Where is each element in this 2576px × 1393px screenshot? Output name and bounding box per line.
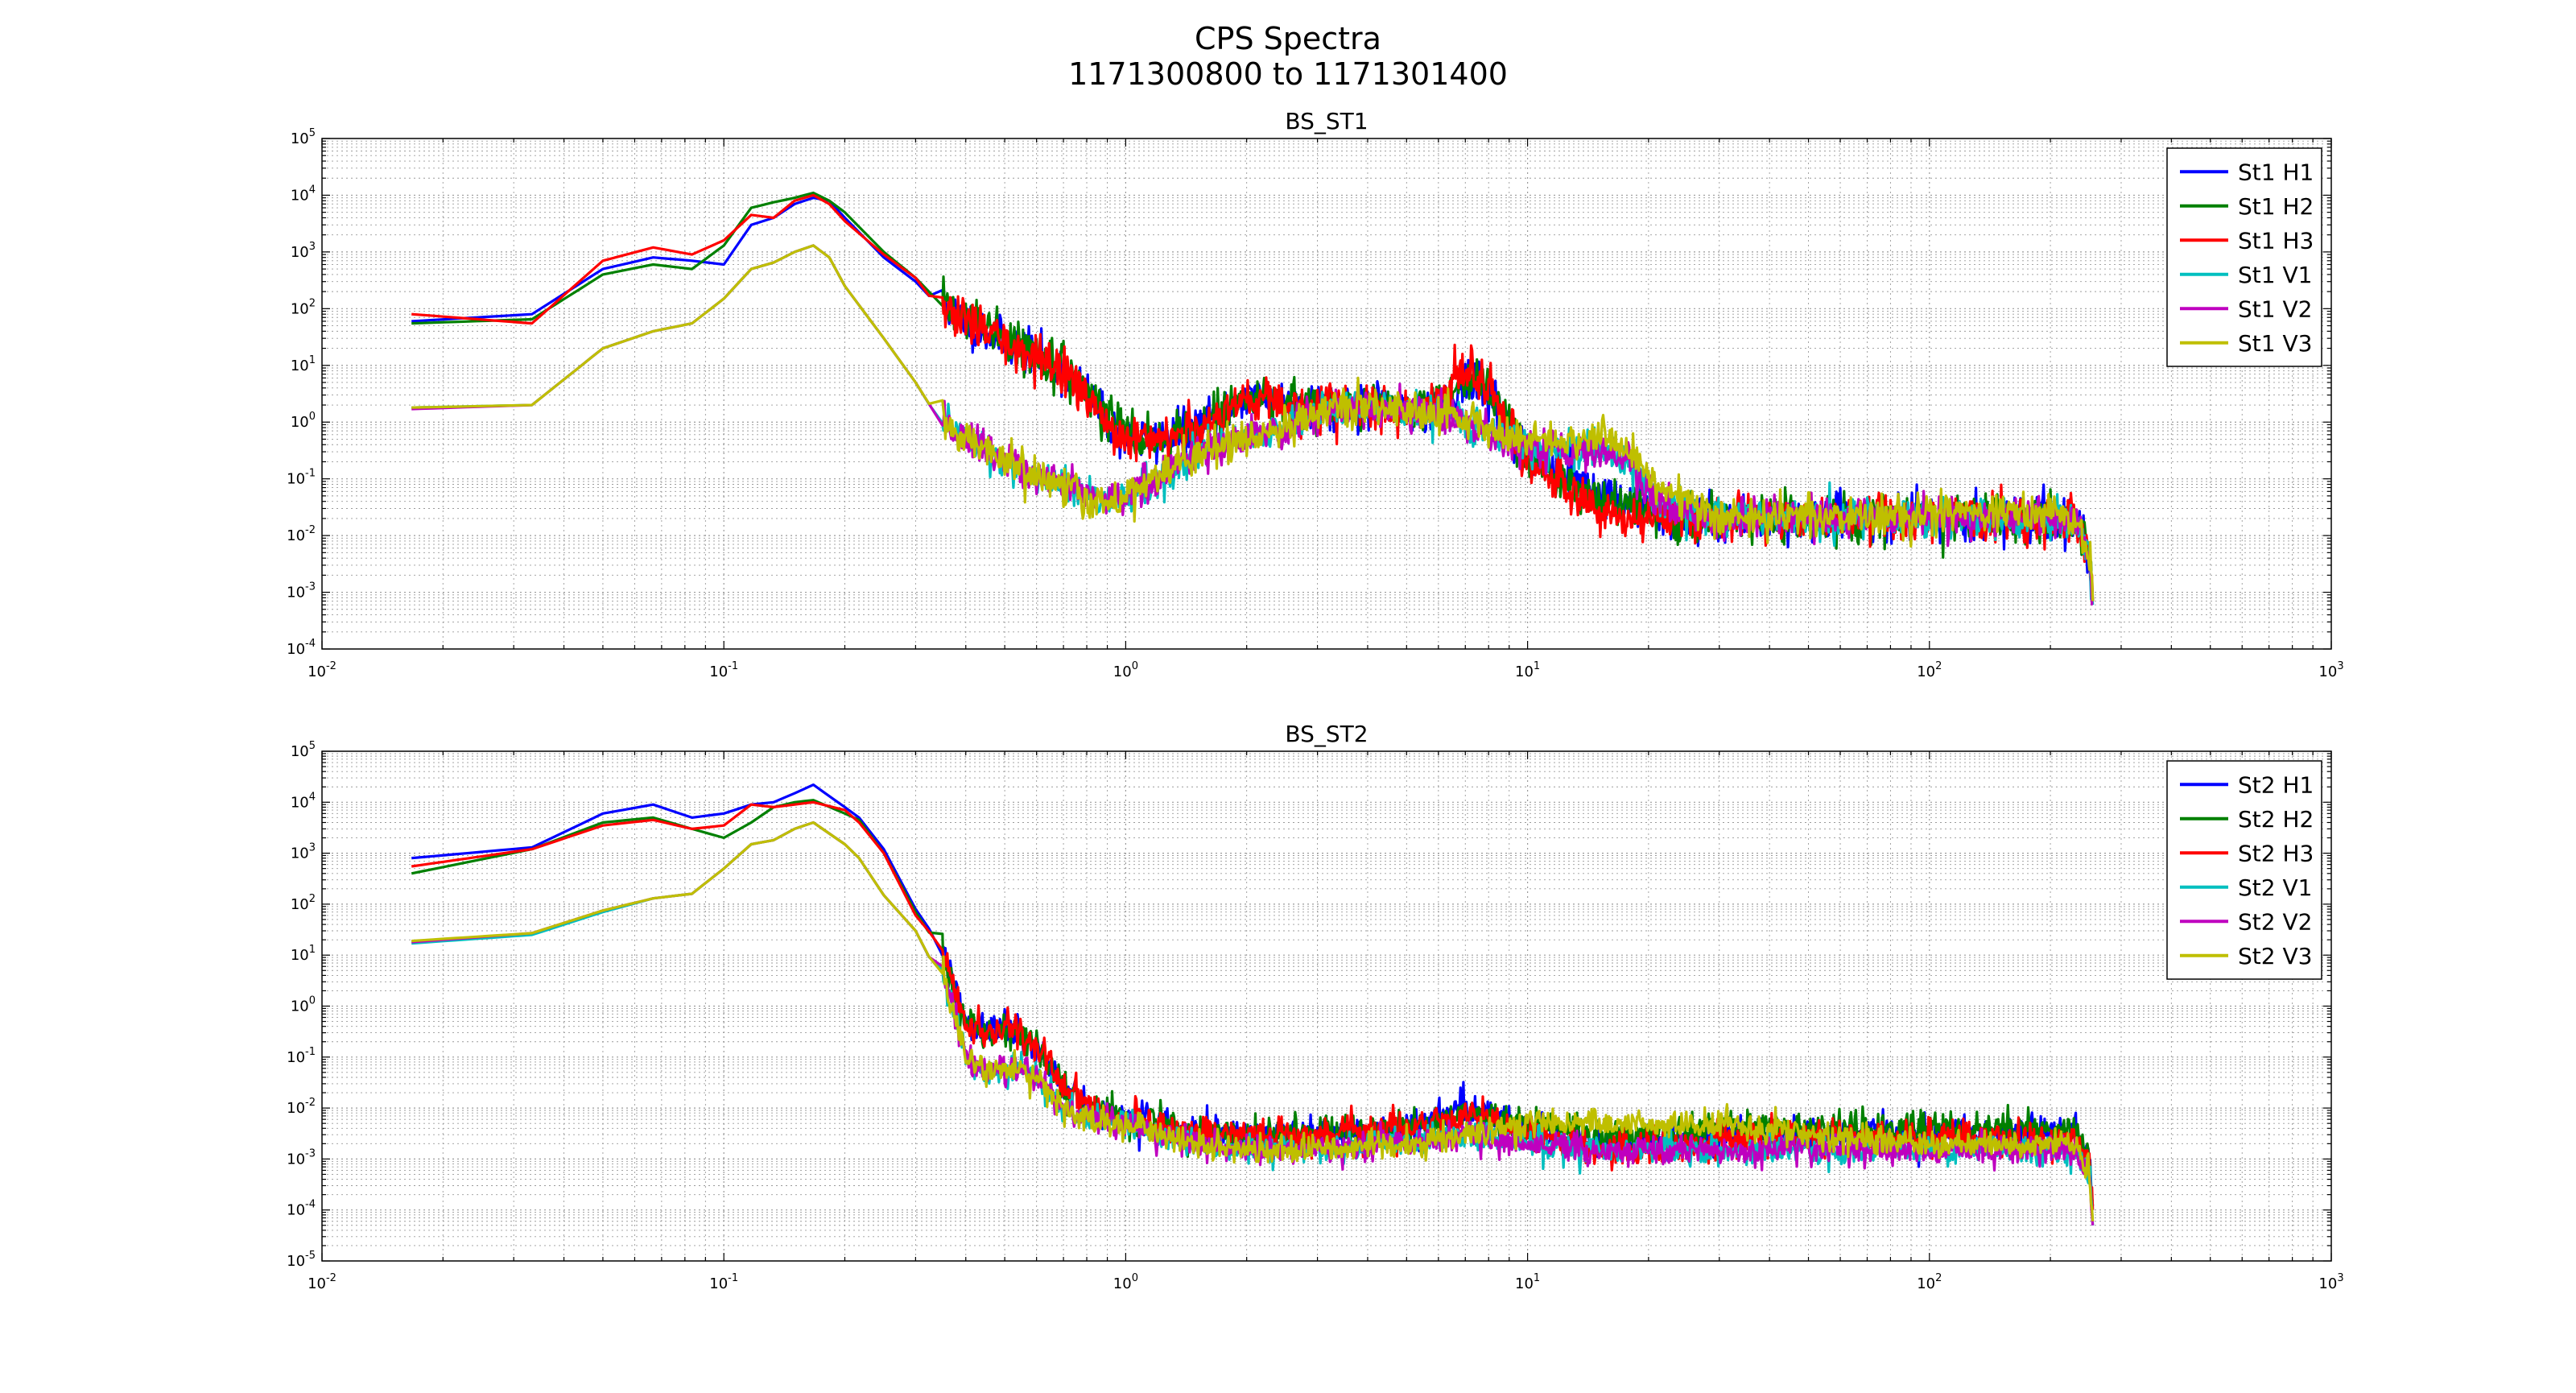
x-tick-label: 102: [1917, 1272, 1942, 1292]
series-lines: [411, 783, 2095, 1226]
tick-labels: 10-2 10-1 100 101 102 103 10-4 10-3 10-2 10-1 100 1…: [287, 127, 2343, 680]
figure-title: CPS Spectra 1171300800 to 1171301400: [0, 21, 2576, 92]
legend-label: St1 H3: [2238, 227, 2314, 254]
legend-label: St2 V1: [2238, 874, 2312, 901]
y-tick-label: 102: [291, 893, 316, 913]
y-tick-label: 100: [291, 411, 316, 431]
y-tick-label: 105: [291, 127, 316, 147]
y-tick-label: 105: [291, 740, 316, 760]
legend-label: St1 H1: [2238, 159, 2314, 185]
subplot-bs-st1: 10-2 10-1 100 101 102 103 10-4 10-3 10-2 10-1 100 1…: [287, 108, 2343, 680]
subplot-title: BS_ST2: [1285, 721, 1368, 747]
subplot-title: BS_ST1: [1285, 108, 1368, 134]
y-tick-label: 100: [291, 995, 316, 1015]
y-tick-label: 103: [291, 241, 316, 261]
legend-label: St1 V1: [2238, 262, 2312, 288]
legend: St2 H1 St2 H2 St2 H3 St2 V1 St2 V2 St2 V3: [2166, 760, 2322, 980]
x-tick-label: 100: [1113, 660, 1138, 680]
x-tick-label: 102: [1917, 660, 1942, 680]
x-tick-label: 10-1: [709, 660, 738, 680]
x-tick-label: 10-2: [308, 1272, 336, 1292]
legend: St1 H1 St1 H2 St1 H3 St1 V1 St1 V2 St1 V3: [2166, 147, 2322, 367]
y-tick-label: 10-5: [287, 1250, 316, 1270]
legend-label: St1 V2: [2238, 296, 2312, 322]
legend-label: St1 V3: [2238, 330, 2312, 357]
x-tick-label: 10-1: [709, 1272, 738, 1292]
series-line-6: [411, 821, 2095, 1221]
y-tick-label: 104: [291, 184, 316, 204]
x-tick-label: 100: [1113, 1272, 1138, 1292]
y-tick-label: 102: [291, 297, 316, 317]
x-tick-label: 101: [1515, 1272, 1540, 1292]
y-tick-label: 104: [291, 791, 316, 811]
x-tick-label: 103: [2318, 1272, 2343, 1292]
legend-label: St2 V3: [2238, 943, 2312, 969]
legend-box: [2166, 760, 2322, 980]
y-tick-label: 10-2: [287, 524, 316, 544]
y-tick-label: 10-4: [287, 638, 316, 658]
x-tick-label: 10-2: [308, 660, 336, 680]
legend-label: St2 H2: [2238, 806, 2314, 833]
legend-label: St2 V2: [2238, 908, 2312, 935]
legend-label: St1 H2: [2238, 193, 2314, 220]
legend-label: St2 H3: [2238, 840, 2314, 866]
series-line-6: [411, 244, 2095, 601]
tick-labels: 10-2 10-1 100 101 102 103 10-5 10-4 10-3 10-2 10-1…: [287, 740, 2343, 1292]
y-tick-label: 10-3: [287, 581, 316, 601]
tick-marks: [321, 750, 2332, 1262]
x-tick-label: 101: [1515, 660, 1540, 680]
y-tick-label: 103: [291, 842, 316, 862]
figure-title-line2: 1171300800 to 1171301400: [1068, 56, 1508, 92]
legend-box: [2166, 147, 2322, 367]
y-tick-label: 10-2: [287, 1097, 316, 1117]
y-tick-label: 10-1: [287, 468, 316, 488]
y-tick-label: 10-4: [287, 1199, 316, 1219]
series-lines: [411, 191, 2095, 606]
figure-title-line1: CPS Spectra: [1195, 21, 1381, 56]
y-tick-label: 10-3: [287, 1147, 316, 1168]
tick-marks: [321, 138, 2332, 650]
y-tick-label: 10-1: [287, 1046, 316, 1066]
x-tick-label: 103: [2318, 660, 2343, 680]
subplot-bs-st2: 10-2 10-1 100 101 102 103 10-5 10-4 10-3 10-2 10-1…: [287, 721, 2343, 1292]
axes-frame: [321, 138, 2332, 650]
legend-label: St2 H1: [2238, 771, 2314, 798]
grid: [322, 751, 2331, 1261]
y-tick-label: 101: [291, 944, 316, 964]
y-tick-label: 101: [291, 354, 316, 374]
